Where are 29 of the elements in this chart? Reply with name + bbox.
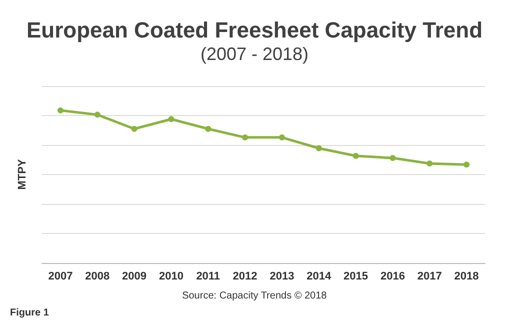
x-tick-label: 2009 <box>122 270 147 282</box>
x-tick-label: 2010 <box>158 270 184 282</box>
x-tick-label: 2012 <box>232 270 258 282</box>
point <box>57 107 64 114</box>
x-tick-label: 2013 <box>270 270 294 282</box>
x-tick-label: 2016 <box>380 270 405 282</box>
x-tick-label: 2008 <box>85 270 110 282</box>
point <box>352 152 359 159</box>
x-tick-label: 2015 <box>344 270 368 282</box>
caption: Figure 1 <box>10 308 50 318</box>
point <box>464 162 470 168</box>
x-tick-label: 2017 <box>417 270 442 282</box>
point <box>242 134 248 140</box>
point <box>168 116 174 122</box>
x-tick-label: 2018 <box>454 270 479 282</box>
point <box>278 134 285 140</box>
x-tick-label: 2011 <box>196 270 220 282</box>
point <box>94 112 100 118</box>
point <box>390 155 396 162</box>
point <box>426 160 433 167</box>
point <box>205 126 212 132</box>
point <box>316 145 322 152</box>
y-axis-title: MTPY <box>16 158 28 190</box>
x-tick-label: 2014 <box>306 270 332 282</box>
source-note: Source: Capacity Trends © 2018 <box>182 290 328 302</box>
point <box>131 126 138 132</box>
chart-title: European Coated Freesheet Capacity Trend <box>26 18 483 42</box>
x-tick-label: 2007 <box>48 270 73 282</box>
chart-subtitle: (2007 - 2018) <box>200 44 309 64</box>
